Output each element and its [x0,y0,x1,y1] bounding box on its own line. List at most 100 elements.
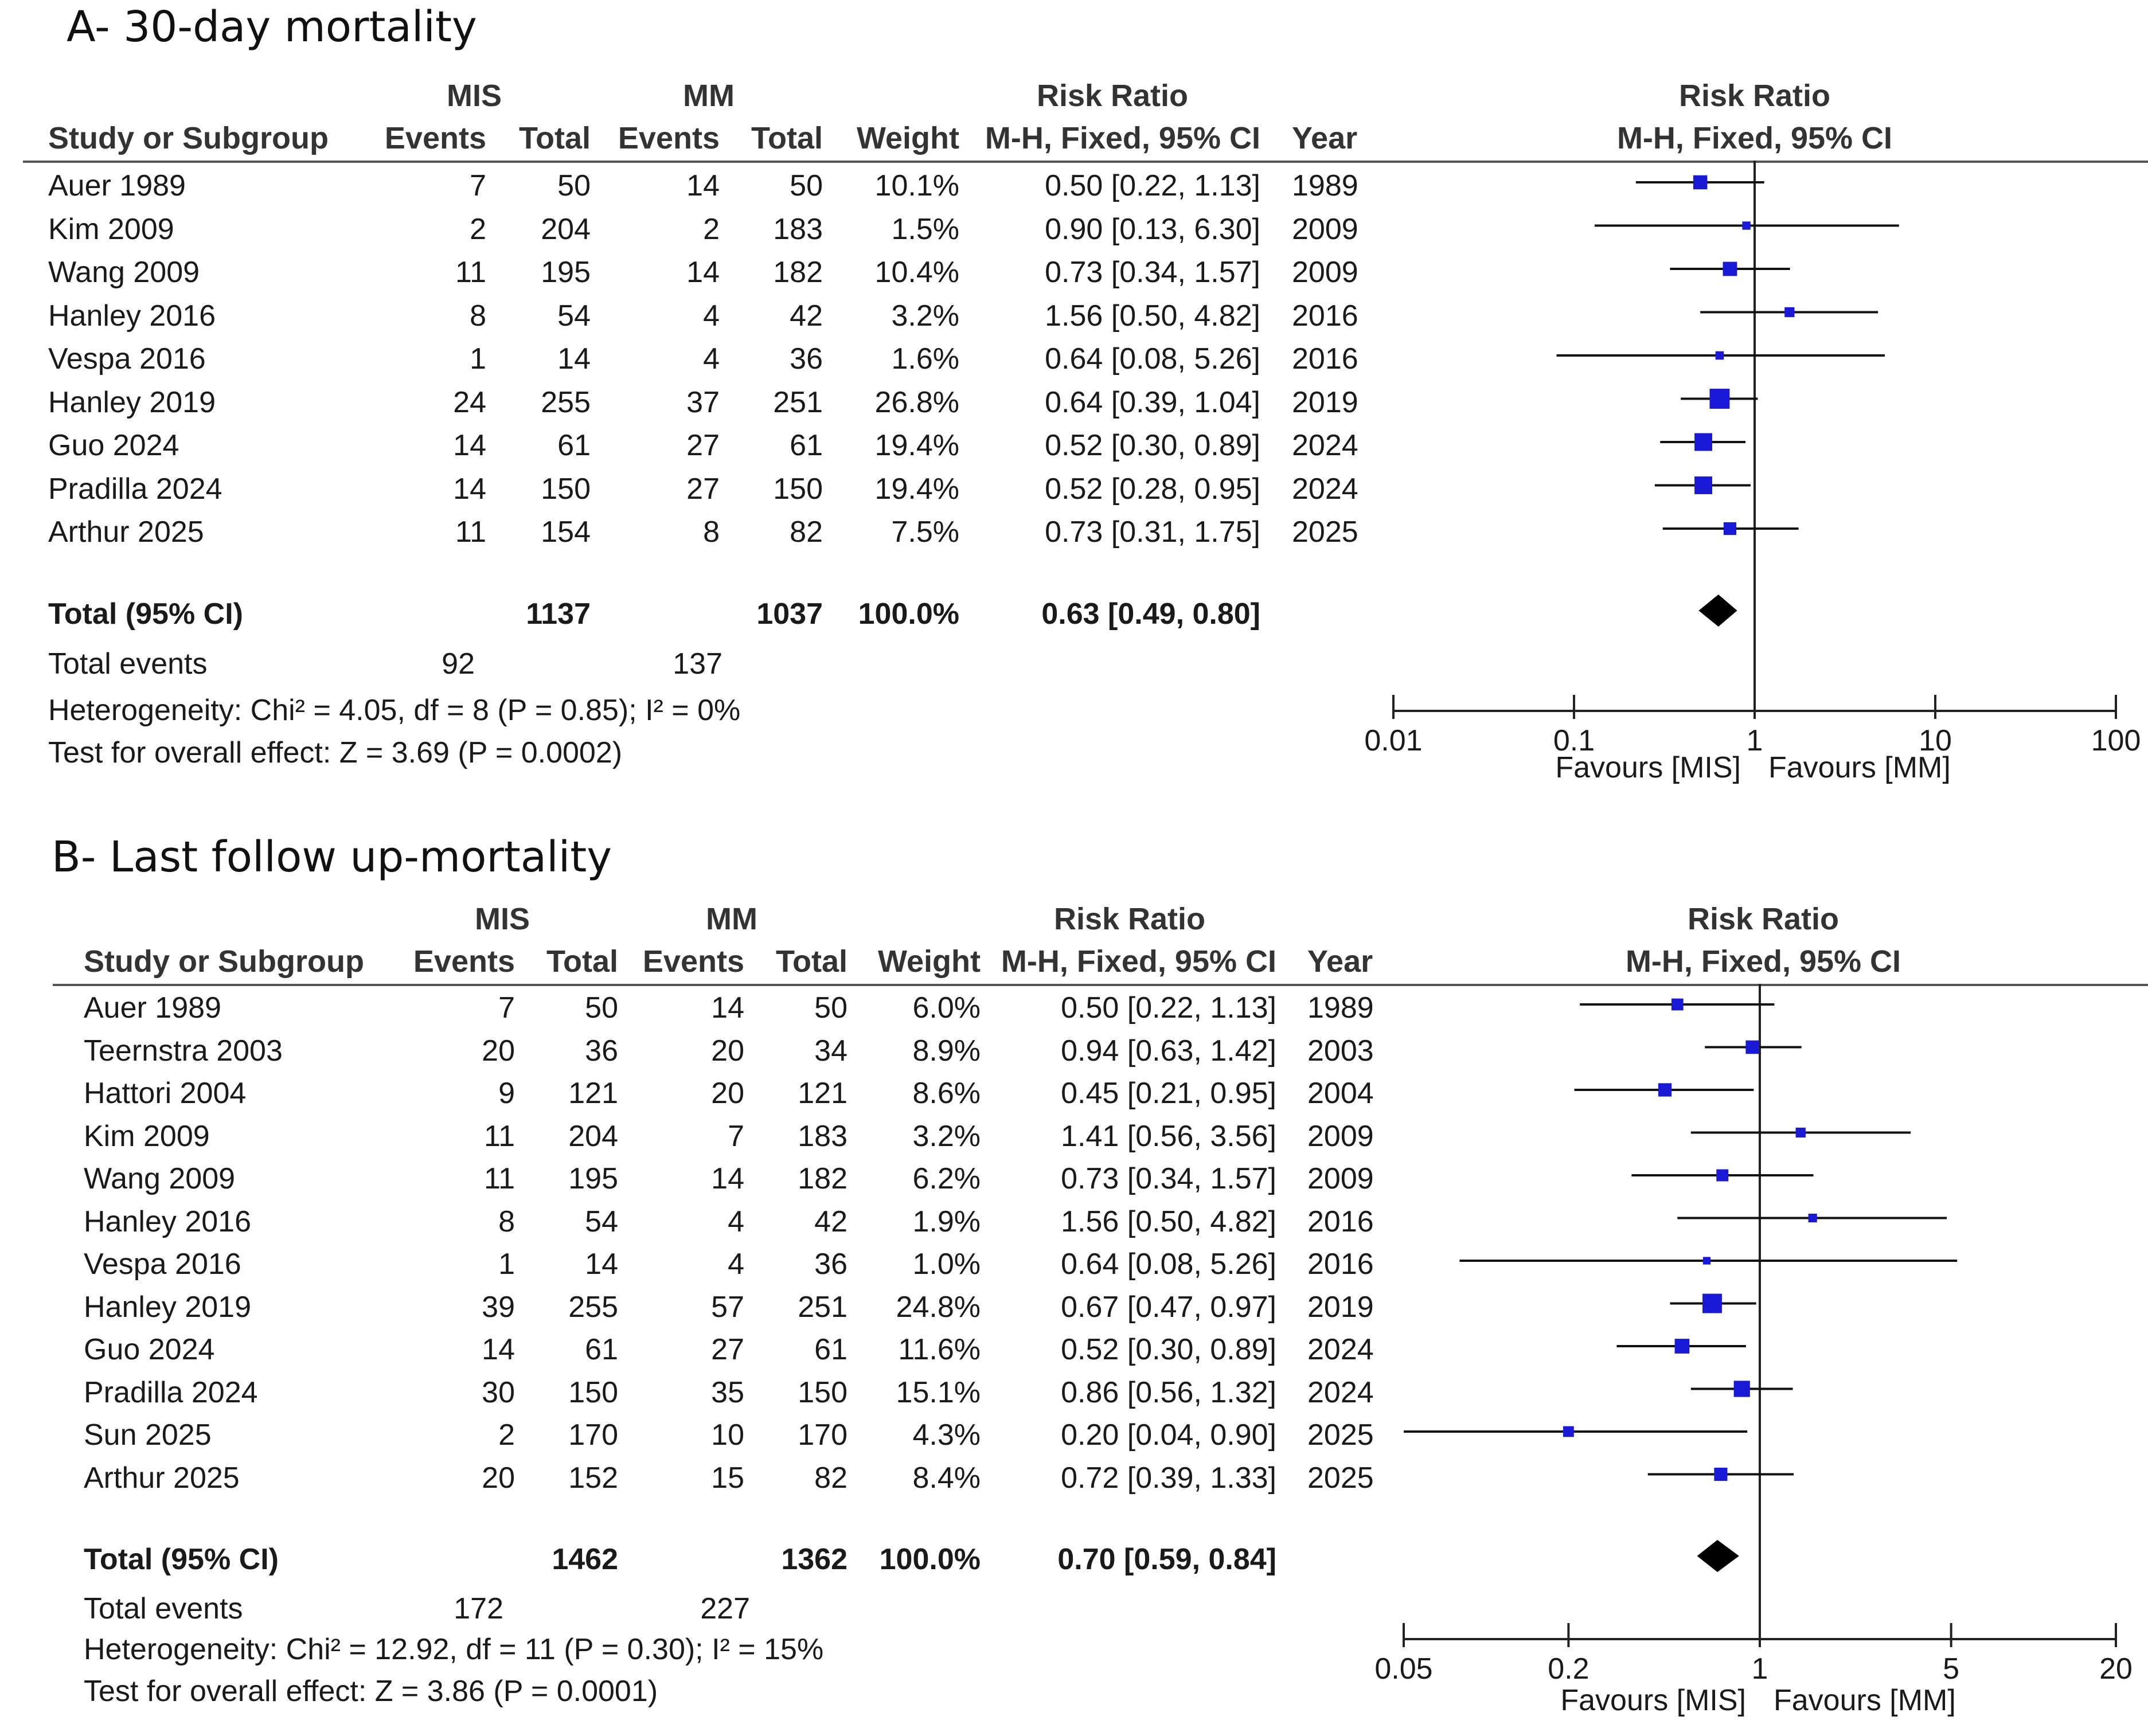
events-mm: 14 [686,256,720,289]
total-mm: 50 [814,991,848,1025]
effect-square [1723,261,1737,276]
events-mis: 20 [482,1461,515,1495]
total-mm: 150 [798,1375,848,1409]
study-name: Auer 1989 [48,169,186,202]
heterogeneity: Heterogeneity: Chi² = 12.92, df = 11 (P … [84,1633,824,1666]
ci-value: 0.64 [0.08, 5.26] [1061,1248,1276,1281]
weight-value: 10.1% [874,169,959,202]
col-rr-sub: M-H, Fixed, 95% CI [1001,944,1276,979]
col-total-2: Total [776,944,848,979]
ci-value: 0.67 [0.47, 0.97] [1061,1290,1276,1324]
ci-value: 0.50 [0.22, 1.13] [1045,169,1260,202]
total-mis: 14 [585,1248,618,1281]
effect-square [1714,1467,1728,1481]
study-name: Kim 2009 [84,1119,210,1153]
ci-value: 0.20 [0.04, 0.90] [1061,1418,1276,1452]
events-mis: 8 [498,1205,515,1238]
group2-header: MM [683,79,735,113]
total-label: Total (95% CI) [84,1543,279,1576]
study-name: Hattori 2004 [84,1077,247,1110]
rr-header: Risk Ratio [1053,902,1206,936]
ci-value: 1.56 [0.50, 4.82] [1045,299,1260,333]
effect-square [1723,522,1737,535]
total-events-mis: 172 [454,1592,503,1625]
total-mis: 204 [568,1119,618,1153]
events-mis: 14 [482,1333,515,1366]
tick-label: 0.2 [1548,1652,1589,1686]
ci-value: 0.72 [0.39, 1.33] [1061,1461,1276,1495]
events-mm: 37 [686,385,720,419]
effect-square [1671,998,1684,1011]
year-value: 2025 [1292,515,1358,549]
tick-label: 0.01 [1364,724,1423,757]
year-value: 2016 [1307,1248,1374,1281]
year-value: 2016 [1292,342,1358,376]
overall-effect: Test for overall effect: Z = 3.86 (P = 0… [84,1675,658,1708]
events-mis: 11 [484,1162,515,1195]
events-mm: 7 [728,1119,744,1153]
total-mm: 42 [790,299,823,333]
total-weight: 100.0% [858,597,959,631]
ci-value: 0.73 [0.34, 1.57] [1061,1162,1276,1195]
tick-label: 0.1 [1553,724,1595,757]
effect-square [1702,1257,1711,1265]
ci-value: 0.64 [0.08, 5.26] [1045,342,1260,376]
events-mm: 27 [686,472,720,506]
forest-plot-b: B- Last follow up-mortality MIS MM Risk Rat… [0,826,2148,1736]
ci-value: 0.52 [0.28, 0.95] [1045,472,1260,506]
effect-square [1709,389,1730,409]
effect-square [1694,433,1712,451]
total-mis: 61 [585,1333,618,1366]
events-mm: 57 [711,1290,744,1324]
study-name: Wang 2009 [84,1162,236,1195]
events-mis: 11 [455,256,486,289]
year-value: 2009 [1292,212,1358,246]
total-mis: 50 [557,169,591,202]
year-value: 2019 [1292,385,1358,419]
year-value: 2003 [1307,1034,1374,1068]
total-ci: 0.63 [0.49, 0.80] [1041,597,1260,631]
events-mis: 14 [453,472,486,506]
group1-header: MIS [446,79,502,113]
events-mis: 8 [470,299,486,333]
events-mis: 2 [470,212,486,246]
weight-value: 1.0% [912,1248,981,1281]
total-mm: 251 [773,385,823,419]
effect-square [1694,476,1712,494]
total-mm: 82 [814,1461,848,1495]
ci-value: 0.73 [0.31, 1.75] [1045,515,1260,549]
total-mm: 61 [790,429,823,462]
col-events-2: Events [642,944,744,979]
col-events-1: Events [413,944,515,979]
effect-square [1716,1169,1729,1182]
total-ci: 0.70 [0.59, 0.84] [1057,1543,1276,1576]
study-name: Kim 2009 [48,212,174,246]
events-mm: 4 [703,299,720,333]
events-mis: 1 [470,342,486,376]
total-events-mm: 227 [700,1592,750,1625]
ci-value: 0.86 [0.56, 1.32] [1061,1375,1276,1409]
total-n-mm: 1037 [756,597,823,631]
tick-label: 1 [1751,1652,1768,1686]
study-name: Teernstra 2003 [84,1034,283,1068]
group2-header: MM [706,902,757,936]
total-events-mis: 92 [442,647,475,681]
events-mm: 14 [686,169,720,202]
total-mis: 36 [585,1034,618,1068]
year-value: 1989 [1307,991,1374,1025]
events-mis: 7 [470,169,486,202]
header-rule [23,161,2148,163]
study-name: Guo 2024 [48,429,179,462]
events-mis: 7 [498,991,515,1025]
total-mm: 36 [790,342,823,376]
total-mm: 34 [814,1034,848,1068]
weight-value: 4.3% [912,1418,981,1452]
total-mis: 195 [541,256,591,289]
effect-square [1715,351,1724,360]
year-value: 2016 [1292,299,1358,333]
ci-value: 0.94 [0.63, 1.42] [1061,1034,1276,1068]
total-mis: 54 [557,299,591,333]
weight-value: 24.8% [896,1290,981,1324]
tick-label: 0.05 [1374,1652,1433,1686]
panel-title: B- Last follow up-mortality [52,832,612,882]
